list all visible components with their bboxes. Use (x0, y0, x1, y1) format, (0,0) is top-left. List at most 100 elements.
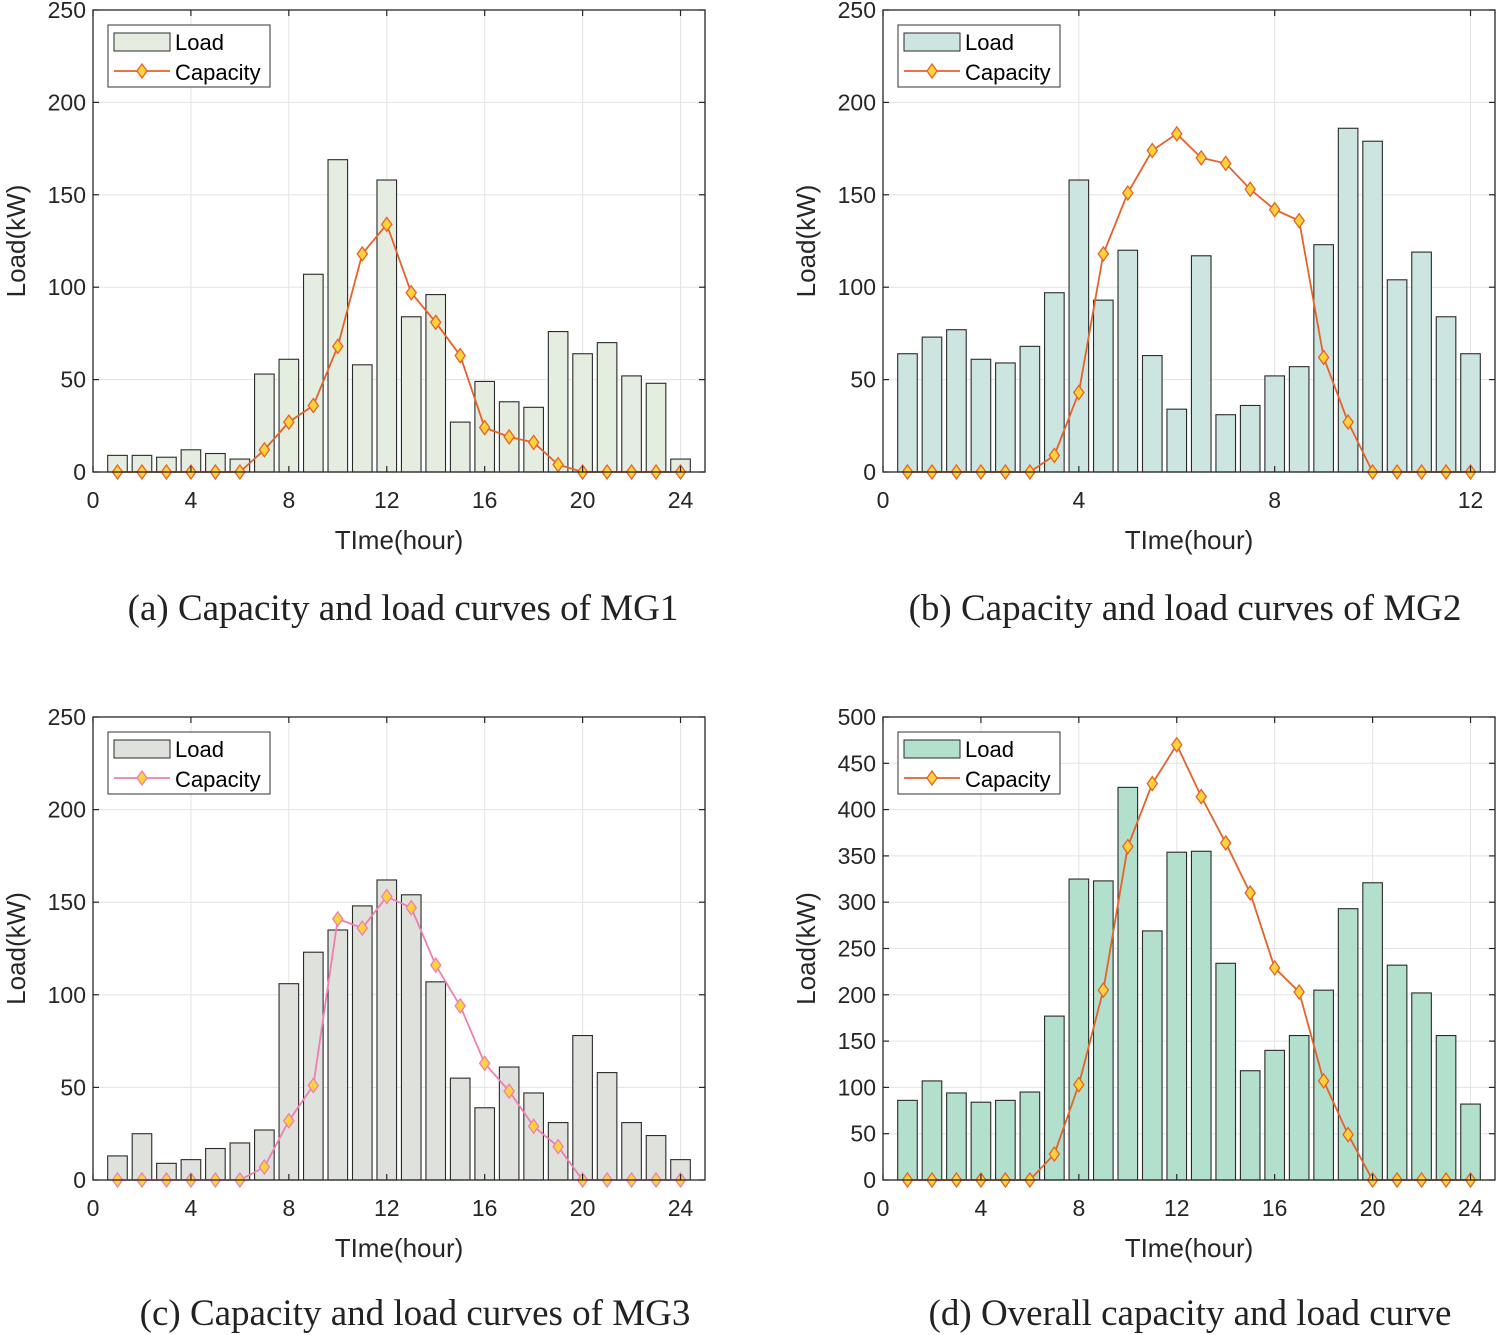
y-tick-label: 500 (838, 704, 876, 730)
load-bar (1239, 404, 1261, 473)
y-tick-label: 300 (838, 889, 876, 915)
x-tick-label: 12 (374, 487, 400, 513)
load-bar (621, 375, 642, 473)
capacity-marker (1268, 959, 1281, 977)
capacity-marker (1219, 834, 1232, 852)
load-bar (1166, 851, 1188, 1181)
x-tick-label: 8 (282, 487, 295, 513)
capacity-marker (1293, 983, 1306, 1001)
load-bar (1362, 140, 1383, 473)
capacity-marker (454, 347, 467, 364)
load-bar (1068, 878, 1090, 1181)
capacity-marker (429, 314, 442, 331)
y-tick-label: 50 (60, 367, 86, 393)
capacity-marker (405, 284, 418, 301)
y-tick-label: 350 (838, 843, 876, 869)
capacity-marker (1170, 736, 1183, 753)
capacity-marker (1317, 349, 1330, 366)
capacity-marker (478, 1055, 491, 1072)
load-bar (921, 1080, 943, 1181)
load-bar (351, 364, 373, 473)
capacity-marker (1146, 142, 1159, 159)
capacity-marker (1170, 125, 1183, 142)
y-axis-label: Load(kW) (1, 185, 31, 298)
legend-capacity-marker (136, 769, 148, 787)
load-bar (621, 1122, 642, 1181)
y-tick-label: 400 (838, 797, 876, 823)
axes-frame (92, 9, 706, 473)
capacity-marker (1146, 775, 1159, 792)
capacity-marker (1342, 413, 1354, 431)
x-tick-label: 4 (975, 1195, 988, 1221)
load-bar (1435, 316, 1457, 473)
load-bar (278, 983, 300, 1181)
load-bar (1411, 992, 1432, 1181)
y-tick-label: 200 (838, 982, 876, 1008)
legend-load-swatch (903, 32, 961, 52)
panel-caption: (d) Overall capacity and load curve (929, 1293, 1452, 1334)
load-bar (1239, 1070, 1261, 1181)
y-tick-label: 150 (838, 182, 876, 208)
load-bar (1435, 1034, 1457, 1181)
load-bar (376, 879, 398, 1181)
capacity-marker (503, 1082, 516, 1100)
y-tick-label: 150 (838, 1028, 876, 1054)
x-axis-label: TIme(hour) (335, 525, 464, 555)
y-tick-label: 150 (48, 889, 86, 915)
load-bar (1362, 882, 1383, 1181)
load-bar (449, 1077, 471, 1181)
load-bar (547, 331, 569, 473)
y-tick-label: 250 (838, 936, 876, 962)
capacity-marker (380, 216, 393, 233)
load-bar (1166, 408, 1188, 473)
x-tick-label: 12 (1458, 487, 1484, 513)
y-tick-label: 0 (863, 1167, 876, 1193)
y-tick-label: 50 (60, 1074, 86, 1100)
load-bar (1044, 292, 1065, 473)
x-tick-label: 12 (374, 1195, 400, 1221)
x-tick-label: 16 (472, 1195, 498, 1221)
load-bar (1264, 1049, 1286, 1181)
panel-caption: (b) Capacity and load curves of MG2 (909, 588, 1462, 629)
capacity-marker (1268, 201, 1281, 218)
load-bar (400, 894, 422, 1181)
load-bar (425, 981, 447, 1181)
chart-panel-4: 0 4 8 12 16 20 24 0 50 100 150 200 250 300 350 400 450 50… (791, 704, 1496, 1334)
x-tick-label: 20 (1360, 1195, 1386, 1221)
capacity-marker (1219, 155, 1232, 172)
load-bar (523, 1092, 544, 1181)
legend-load-label: Load (175, 30, 224, 55)
capacity-marker (258, 441, 271, 458)
y-tick-label: 250 (838, 0, 876, 23)
legend-load-label: Load (175, 737, 224, 762)
load-bar (400, 316, 422, 473)
y-tick-label: 50 (850, 367, 876, 393)
capacity-marker (1342, 1126, 1354, 1143)
load-bar (1190, 255, 1212, 473)
load-bar (1117, 249, 1139, 473)
chart-panel-1: 0 4 8 12 16 20 24 0 50 100 150 200 250 TIme(hour) Load… (1, 0, 706, 629)
load-bar (572, 353, 593, 473)
legend-load-label: Load (965, 30, 1014, 55)
load-bar (596, 342, 618, 473)
load-bar (596, 1072, 618, 1181)
load-bar (1288, 366, 1310, 473)
y-tick-label: 0 (73, 1167, 86, 1193)
x-tick-label: 0 (877, 1195, 890, 1221)
y-tick-label: 150 (48, 182, 86, 208)
load-bar (970, 358, 992, 473)
legend-load-swatch (903, 739, 961, 759)
y-tick-label: 100 (48, 274, 86, 300)
capacity-marker (527, 434, 540, 451)
load-bar (1141, 355, 1163, 473)
panel-caption: (a) Capacity and load curves of MG1 (128, 588, 679, 629)
y-tick-label: 200 (48, 797, 86, 823)
legend-capacity-label: Capacity (175, 60, 261, 85)
legend-capacity-marker (926, 62, 938, 80)
x-axis-label: TIme(hour) (335, 1233, 464, 1263)
load-bar (946, 1092, 967, 1181)
y-axis-label: Load(kW) (1, 892, 31, 1005)
legend-capacity-label: Capacity (965, 767, 1051, 792)
capacity-marker (1244, 181, 1257, 198)
